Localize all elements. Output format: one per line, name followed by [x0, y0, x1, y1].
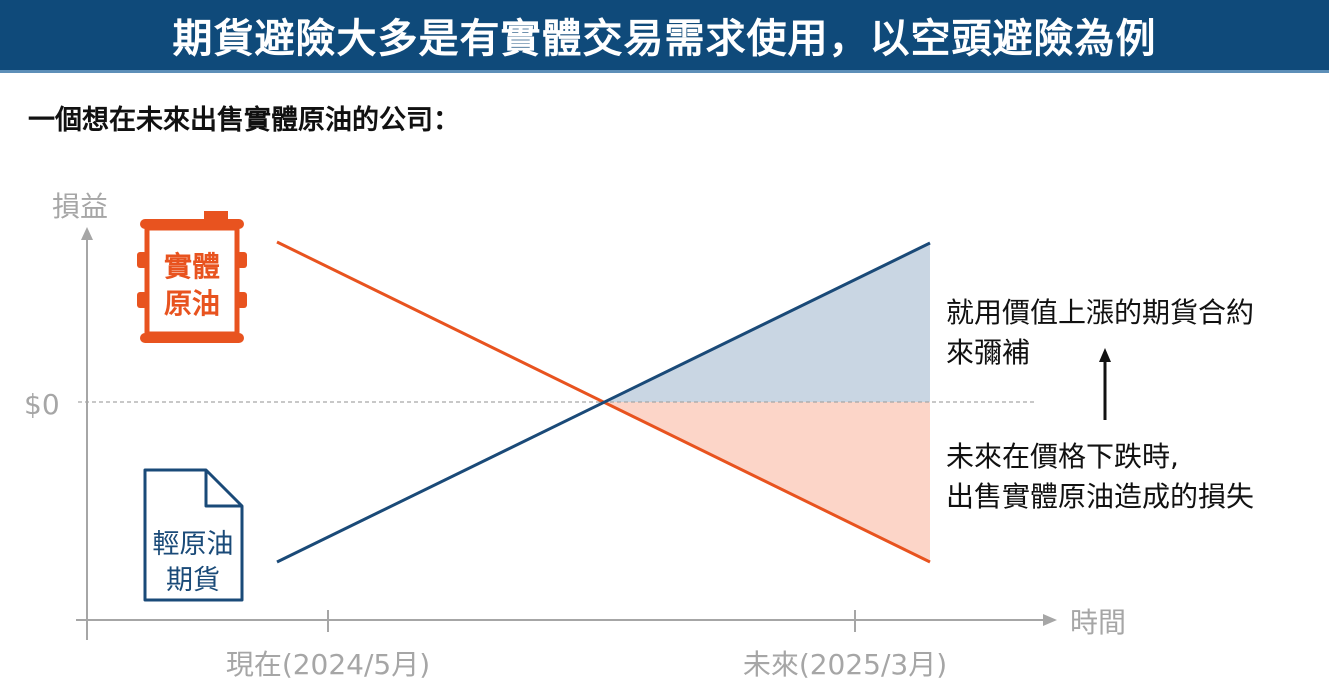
futures-label-2: 期貨 [166, 565, 220, 596]
loss-annotation-line1: 未來在價格下跌時, [946, 440, 1179, 473]
futures-line [276, 241, 931, 564]
tick-label-now: 現在(2024/5月) [226, 648, 430, 681]
tick-label-future: 未來(2025/3月) [743, 648, 947, 681]
oil-barrel-label-2: 原油 [164, 287, 220, 320]
zero-label: $0 [24, 388, 60, 421]
loss-annotation-line2: 出售實體原油造成的損失 [946, 480, 1254, 513]
futures-label-1: 輕原油 [153, 529, 234, 560]
subtitle: 一個想在未來出售實體原油的公司： [28, 105, 460, 136]
y-axis-arrow [81, 227, 93, 240]
oil-barrel-icon: 實體 原油 [137, 211, 247, 343]
x-axis-label: 時間 [1070, 606, 1126, 639]
oil-barrel-label-1: 實體 [164, 250, 220, 283]
gain-annotation-line2: 來彌補 [946, 336, 1030, 369]
page-title: 期貨避險大多是有實體交易需求使用，以空頭避險為例 [172, 16, 1157, 62]
title-bar: 期貨避險大多是有實體交易需求使用，以空頭避險為例 [0, 0, 1329, 73]
up-arrow-icon [1099, 348, 1111, 362]
y-axis-label: 損益 [52, 190, 108, 223]
document-icon: 輕原油 期貨 [143, 468, 244, 602]
gain-annotation-line1: 就用價值上漲的期貨合約 [946, 296, 1254, 329]
x-axis-arrow [1043, 614, 1057, 626]
